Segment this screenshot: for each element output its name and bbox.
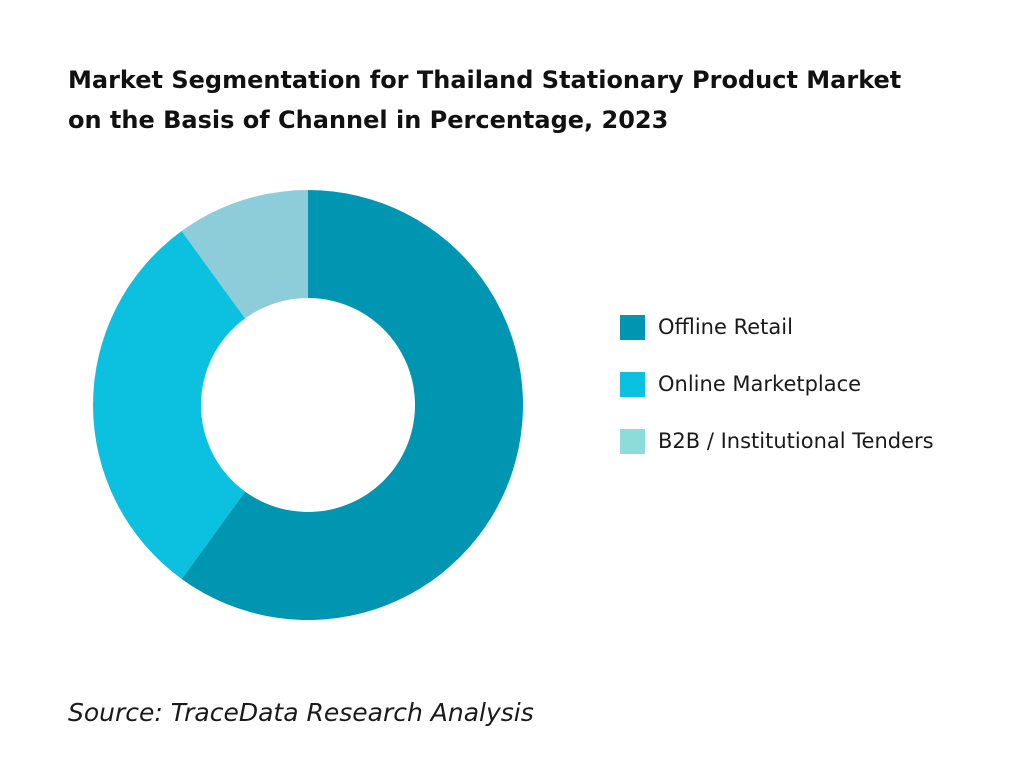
legend-swatch (620, 428, 645, 454)
legend-item-b2b-institutional-tenders: B2B / Institutional Tenders (620, 424, 934, 458)
donut-slices (92, 190, 523, 620)
donut-slice-offline-retail (181, 190, 523, 620)
legend-item-offline-retail: Offline Retail (620, 310, 934, 344)
chart-title: Market Segmentation for Thailand Station… (68, 60, 968, 140)
chart-title-line-1: Market Segmentation for Thailand Station… (68, 66, 902, 94)
legend-item-online-marketplace: Online Marketplace (620, 367, 934, 401)
legend-label: Offline Retail (658, 315, 793, 339)
legend-label: B2B / Institutional Tenders (658, 429, 934, 453)
source-note: Source: TraceData Research Analysis (68, 698, 534, 727)
donut-slice-b2b-institutional-tenders (181, 190, 308, 319)
chart-title-line-2: on the Basis of Channel in Percentage, 2… (68, 106, 669, 134)
legend-swatch (620, 314, 645, 340)
legend-swatch (620, 371, 645, 397)
donut-slice-online-marketplace (92, 231, 246, 579)
legend-label: Online Marketplace (658, 372, 862, 396)
chart-legend: Offline Retail Online Marketplace B2B / In… (620, 310, 934, 481)
